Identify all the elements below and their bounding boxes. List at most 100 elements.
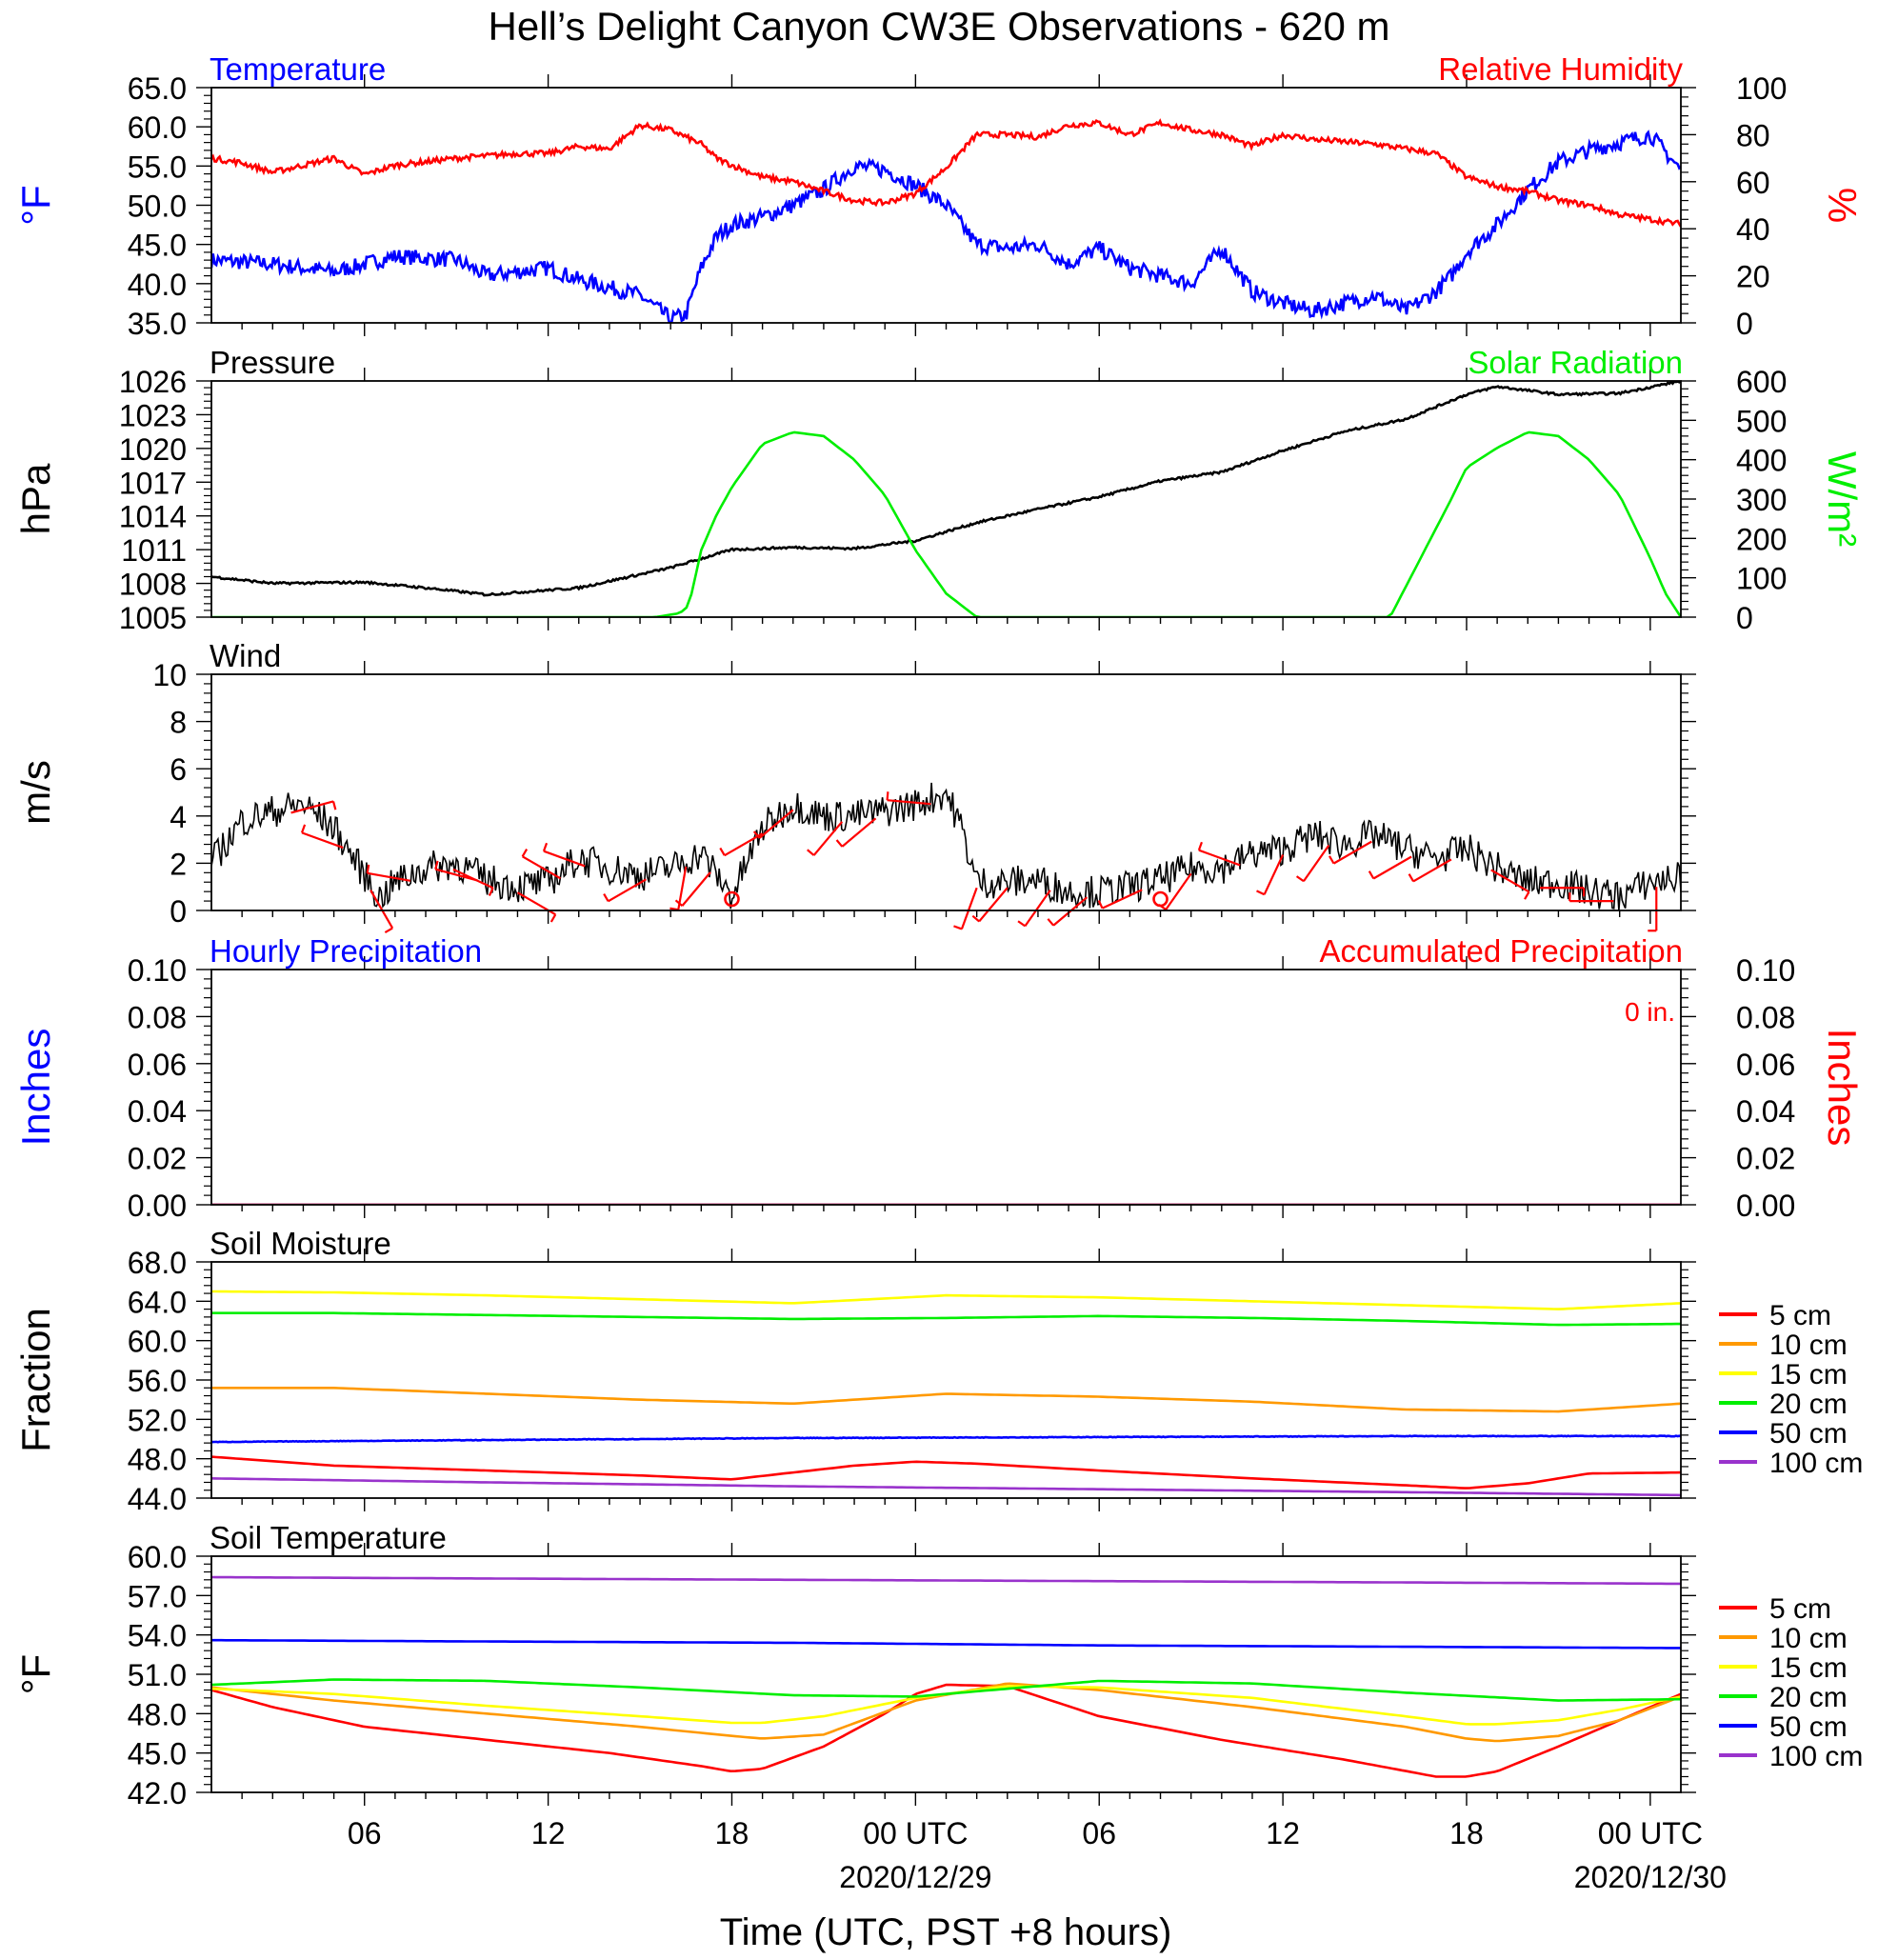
panel-wind: 0 2 4 6 8 10 Wind m/s	[13, 638, 1696, 934]
y-tick-label-left: 1005	[119, 601, 187, 635]
y-tick-label-left: 48.0	[128, 1697, 187, 1731]
wind-barb-27	[1372, 855, 1412, 880]
y-tick-label-left: 42.0	[128, 1776, 187, 1810]
panel-title-left: Soil Moisture	[210, 1226, 391, 1261]
y-tick-label-left: 1020	[119, 432, 187, 467]
series-line-soil_moisture-15cm	[211, 1290, 1681, 1310]
wind-barb-flag-3	[366, 864, 370, 874]
figure-title: Hell’s Delight Canyon CW3E Observations …	[489, 4, 1390, 49]
wind-barb-12	[724, 832, 764, 857]
panel-title-right: Relative Humidity	[1438, 51, 1683, 87]
series-line-soil_temperature-15cm	[211, 1685, 1681, 1726]
wind-barb-flag-29	[1524, 890, 1530, 900]
panel-title-left: Hourly Precipitation	[210, 933, 482, 969]
y-tick-label-right: 0	[1736, 307, 1753, 341]
calm-marker-0	[724, 890, 740, 908]
x-tick-label: 06	[348, 1816, 382, 1850]
y-tick-label-left: 50.0	[128, 190, 187, 224]
x-tick-label: 00 UTC	[1598, 1816, 1703, 1850]
wind-barb-flag-13	[752, 830, 761, 839]
x-tick-label: 18	[1449, 1816, 1484, 1850]
y-axis-label-left: m/s	[13, 760, 58, 825]
y-tick-label-left: 56.0	[128, 1364, 187, 1398]
wind-barb-flag-19	[1017, 920, 1027, 928]
wind-barb-flag-2	[384, 927, 393, 934]
y-tick-label-right: 0.00	[1736, 1189, 1795, 1223]
x-tick-label: 18	[715, 1816, 749, 1850]
wind-barb-flag-24	[1256, 890, 1266, 896]
legend-label-20cm: 20 cm	[1769, 1682, 1848, 1713]
x-tick-date: 2020/12/30	[1574, 1860, 1727, 1894]
y-axis-label-left: Fraction	[13, 1308, 58, 1452]
wind-barb-flag-8	[542, 842, 549, 852]
legend-label-5cm: 5 cm	[1769, 1300, 1831, 1331]
wind-barb-flag-25	[1295, 875, 1305, 883]
wind-barb-0	[290, 800, 334, 814]
panel-title-right: Solar Radiation	[1468, 345, 1683, 380]
series-line-temp_rh-1	[211, 118, 1681, 228]
wind-barb-flag-6	[549, 913, 557, 923]
wind-barb-flag-26	[1329, 855, 1335, 865]
y-tick-label-right: 200	[1736, 522, 1787, 556]
y-tick-label-left: 2	[170, 847, 187, 881]
y-tick-label-right: 0.08	[1736, 1000, 1795, 1034]
wind-barb-flag-23	[1197, 841, 1203, 851]
y-tick-label-left: 60.0	[128, 1540, 187, 1574]
y-axis-label-right: Inches	[1820, 1029, 1865, 1147]
y-tick-label-right: 20	[1736, 260, 1770, 294]
wind-barb-16	[887, 799, 931, 806]
wind-barb-flag-9	[603, 892, 609, 902]
y-tick-label-left: 0.00	[128, 1189, 187, 1223]
wind-barb-23	[1198, 849, 1241, 867]
y-axis-label-right: W/m²	[1820, 451, 1865, 547]
legend-label-50cm: 50 cm	[1769, 1711, 1848, 1743]
legend-label-100cm: 100 cm	[1769, 1741, 1863, 1772]
y-tick-label-left: 60.0	[128, 1325, 187, 1359]
wind-barb-13	[758, 809, 794, 839]
y-axis-label-left: °F	[13, 185, 58, 225]
wind-barb-25	[1303, 844, 1330, 882]
series-line-soil_temperature-50cm	[211, 1638, 1681, 1650]
legend-label-15cm: 15 cm	[1769, 1359, 1848, 1390]
wind-barb-flag-5	[434, 860, 439, 870]
panel-title-left: Pressure	[210, 345, 335, 380]
y-tick-label-left: 51.0	[128, 1658, 187, 1692]
y-tick-label-left: 1008	[119, 568, 187, 602]
legend-label-20cm: 20 cm	[1769, 1389, 1848, 1420]
wind-barb-29	[1490, 869, 1530, 893]
y-tick-label-right: 100	[1736, 562, 1787, 596]
wind-barb-flag-28	[1408, 873, 1415, 883]
wind-barb-3	[367, 871, 411, 882]
wind-barb-flag-10	[669, 907, 679, 911]
series-line-soil_temperature-10cm	[211, 1682, 1681, 1743]
series-line-soil_temperature-100cm	[211, 1575, 1681, 1586]
legend-label-5cm: 5 cm	[1769, 1593, 1831, 1625]
wind-barb-9	[608, 878, 648, 903]
wind-barb-5	[434, 868, 478, 882]
x-tick-label: 12	[1266, 1816, 1300, 1850]
y-tick-label-left: 55.0	[128, 150, 187, 184]
wind-barb-11	[681, 871, 711, 907]
y-tick-label-right: 0.02	[1736, 1142, 1795, 1176]
wind-barb-14	[812, 821, 844, 856]
series-line-temp_rh-0	[211, 130, 1681, 323]
plot-frame-pressure_solar	[210, 380, 1682, 618]
wind-barb-flag-1	[300, 824, 307, 833]
x-tick-date: 2020/12/29	[839, 1860, 991, 1894]
series-line-soil_moisture-50cm	[211, 1434, 1681, 1444]
y-tick-label-left: 1026	[119, 365, 187, 399]
wind-barb-24	[1263, 854, 1285, 895]
wind-barb-flag-4	[488, 887, 494, 896]
legend-label-50cm: 50 cm	[1769, 1418, 1848, 1450]
wind-barb-2	[370, 890, 394, 930]
legend-label-100cm: 100 cm	[1769, 1448, 1863, 1479]
plot-frame-soil_temperature	[210, 1555, 1682, 1793]
y-tick-label-left: 1017	[119, 466, 187, 500]
panel-title-left: Wind	[210, 638, 281, 673]
x-tick-label: 12	[531, 1816, 566, 1850]
y-tick-label-right: 500	[1736, 404, 1787, 438]
y-tick-label-left: 0.06	[128, 1048, 187, 1082]
y-tick-label-left: 1023	[119, 398, 187, 432]
y-tick-label-left: 0	[170, 894, 187, 929]
